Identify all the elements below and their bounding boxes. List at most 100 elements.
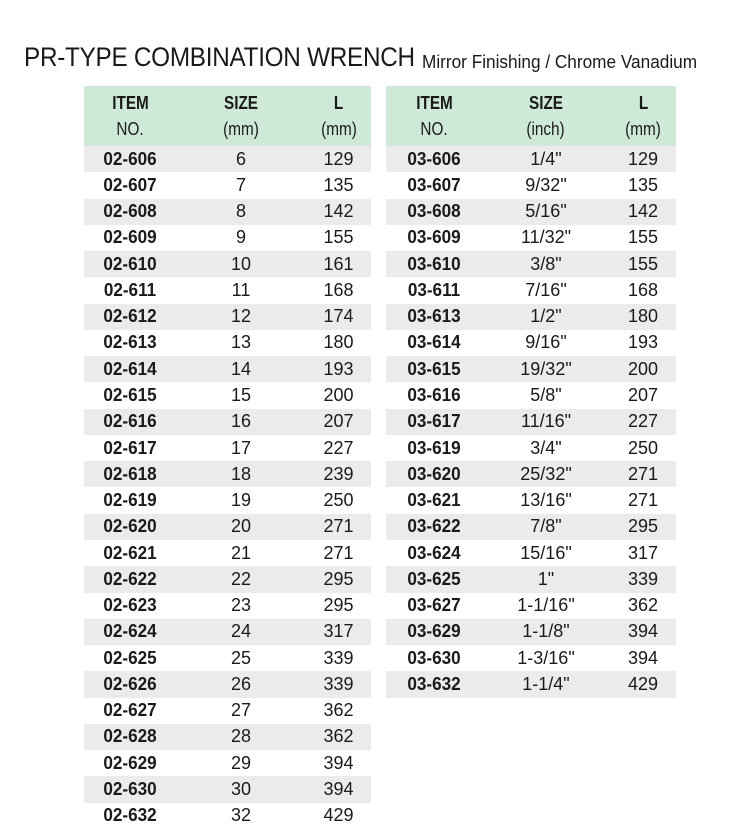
length-cell: 429 bbox=[323, 805, 354, 826]
length-cell: 207 bbox=[323, 411, 354, 432]
size-cell: 1" bbox=[537, 568, 555, 589]
length-cell: 161 bbox=[323, 253, 354, 274]
length-cell: 394 bbox=[323, 752, 354, 773]
size-cell: 11/16" bbox=[520, 411, 572, 432]
table-row: 03-632 1-1/4" 429 bbox=[386, 671, 676, 698]
size-cell: 9 bbox=[235, 227, 246, 248]
size-cell: 1-3/16" bbox=[517, 647, 575, 668]
table-body: 03-606 1/4" 129 03-607 9/32" 135 03-608 5/16" 14… bbox=[386, 146, 676, 698]
size-cell: 20 bbox=[230, 516, 252, 537]
length-cell: 295 bbox=[323, 568, 354, 589]
item-no-cell: 02-607 bbox=[103, 174, 157, 195]
table-row: 02-614 14 193 bbox=[84, 356, 371, 383]
size-cell: 11 bbox=[231, 279, 251, 300]
size-cell: 27 bbox=[230, 700, 252, 721]
table-row: 03-630 1-3/16" 394 bbox=[386, 645, 676, 671]
item-no-cell: 03-606 bbox=[407, 148, 461, 169]
size-cell: 13/16" bbox=[520, 490, 572, 511]
length-cell: 180 bbox=[323, 332, 354, 353]
item-no-cell: 02-624 bbox=[103, 621, 157, 642]
length-cell: 339 bbox=[627, 568, 659, 589]
table-row: 02-606 6 129 bbox=[84, 146, 371, 173]
size-cell: 29 bbox=[230, 752, 252, 773]
size-cell: 26 bbox=[230, 673, 252, 694]
item-no-cell: 02-610 bbox=[103, 253, 157, 274]
size-cell: 19/32" bbox=[520, 358, 572, 379]
size-cell: 1-1/4" bbox=[522, 673, 570, 694]
length-cell: 129 bbox=[627, 148, 659, 169]
column-header: L (mm) bbox=[610, 86, 676, 146]
length-cell: 317 bbox=[627, 542, 659, 563]
size-cell: 9/16" bbox=[525, 332, 567, 353]
length-cell: 239 bbox=[323, 463, 354, 484]
size-cell: 17 bbox=[230, 437, 252, 458]
length-cell: 168 bbox=[627, 279, 659, 300]
item-no-cell: 02-632 bbox=[103, 805, 157, 826]
table-row: 03-625 1" 339 bbox=[386, 566, 676, 593]
table-row: 03-610 3/8" 155 bbox=[386, 251, 676, 278]
length-cell: 200 bbox=[627, 358, 659, 379]
length-cell: 362 bbox=[627, 595, 659, 616]
item-no-cell: 02-627 bbox=[103, 700, 157, 721]
table-row: 02-621 21 271 bbox=[84, 540, 371, 566]
table-row: 03-627 1-1/16" 362 bbox=[386, 593, 676, 619]
column-header-line: (mm) bbox=[320, 119, 357, 139]
size-cell: 5/8" bbox=[530, 385, 562, 406]
item-no-cell: 03-622 bbox=[407, 516, 461, 537]
table-body: 02-606 6 129 02-607 7 135 02-608 8 142 02-609 9 155… bbox=[84, 146, 371, 829]
column-header-line: SIZE bbox=[528, 93, 563, 113]
size-cell: 7 bbox=[235, 174, 246, 195]
length-cell: 295 bbox=[323, 595, 354, 616]
column-header-line: NO. bbox=[116, 119, 144, 139]
size-cell: 22 bbox=[230, 568, 252, 589]
length-cell: 135 bbox=[323, 174, 354, 195]
table-header: ITEM NO. SIZE (inch) L (mm) bbox=[386, 86, 676, 146]
length-cell: 271 bbox=[627, 463, 659, 484]
table-row: 03-614 9/16" 193 bbox=[386, 330, 676, 356]
table-row: 02-630 30 394 bbox=[84, 776, 371, 803]
length-cell: 174 bbox=[323, 306, 354, 327]
length-cell: 207 bbox=[627, 385, 659, 406]
item-no-cell: 03-607 bbox=[407, 174, 461, 195]
item-no-cell: 03-614 bbox=[407, 332, 461, 353]
table-row: 02-629 29 394 bbox=[84, 750, 371, 776]
table-row: 02-617 17 227 bbox=[84, 435, 371, 461]
column-header-line: SIZE bbox=[223, 93, 258, 113]
size-cell: 1/4" bbox=[530, 148, 562, 169]
table-row: 02-627 27 362 bbox=[84, 698, 371, 724]
item-no-cell: 03-609 bbox=[407, 227, 461, 248]
length-cell: 271 bbox=[627, 490, 659, 511]
length-cell: 155 bbox=[627, 253, 659, 274]
size-cell: 15/16" bbox=[520, 542, 572, 563]
title-main: PR-TYPE COMBINATION WRENCH bbox=[24, 42, 415, 72]
table-row: 03-608 5/16" 142 bbox=[386, 198, 676, 225]
item-no-cell: 02-608 bbox=[103, 201, 157, 222]
table-row: 03-615 19/32" 200 bbox=[386, 356, 676, 383]
length-cell: 295 bbox=[627, 516, 659, 537]
table-row: 02-607 7 135 bbox=[84, 172, 371, 198]
length-cell: 227 bbox=[323, 437, 354, 458]
column-header-line: NO. bbox=[420, 119, 448, 139]
size-cell: 5/16" bbox=[525, 201, 567, 222]
table-row: 02-612 12 174 bbox=[84, 303, 371, 330]
size-cell: 10 bbox=[230, 253, 252, 274]
size-cell: 8 bbox=[235, 201, 246, 222]
table-row: 02-626 26 339 bbox=[84, 671, 371, 698]
table-row: 02-620 20 271 bbox=[84, 513, 371, 540]
table-row: 02-632 32 429 bbox=[84, 803, 371, 829]
column-header-line: ITEM bbox=[111, 93, 149, 113]
metric-table: ITEM NO. SIZE (mm) L (mm) 02-606 6 129 02-607 7 135… bbox=[84, 86, 371, 829]
item-no-cell: 02-616 bbox=[103, 411, 157, 432]
table-row: 02-609 9 155 bbox=[84, 225, 371, 251]
item-no-cell: 02-614 bbox=[103, 358, 157, 379]
column-header-line: ITEM bbox=[415, 93, 453, 113]
column-header: SIZE (mm) bbox=[176, 86, 306, 146]
table-row: 03-609 11/32" 155 bbox=[386, 225, 676, 251]
table-row: 02-628 28 362 bbox=[84, 723, 371, 751]
table-row: 02-615 15 200 bbox=[84, 382, 371, 408]
table-row: 03-624 15/16" 317 bbox=[386, 540, 676, 566]
table-row: 03-613 1/2" 180 bbox=[386, 303, 676, 330]
length-cell: 193 bbox=[627, 332, 659, 353]
size-cell: 11/32" bbox=[520, 227, 572, 248]
size-cell: 18 bbox=[230, 463, 252, 484]
